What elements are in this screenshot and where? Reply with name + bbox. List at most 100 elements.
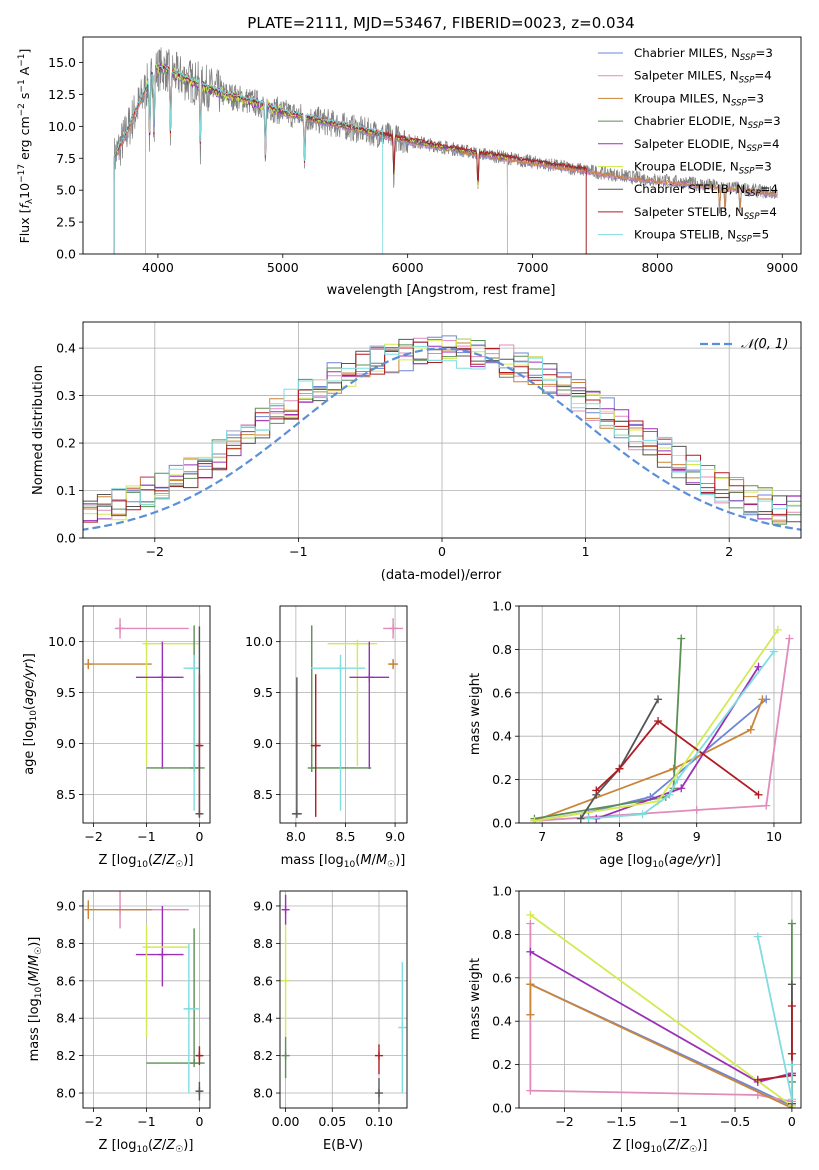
mass-vs-extinction-axes-plot [281,894,407,1105]
errorbar-point [281,1036,290,1079]
errorbar-point [281,894,290,925]
y-tick-label: 0.2 [492,772,512,787]
y-tick-label: 8.5 [253,787,273,802]
x-tick-label: 9 [693,829,701,844]
histogram-kroupa-stelib [83,345,801,522]
errorbar-point [84,900,152,920]
y-tick-label: 8.0 [253,1086,273,1101]
errorbar-point [383,618,404,639]
errorbar-point [388,658,399,670]
y-tick-label: 9.5 [253,685,273,700]
x-axis-label: (data-model)/error [381,568,502,583]
x-tick-label: 4000 [142,260,174,275]
errorbar-point [310,654,366,811]
spectrum-axes-frame [82,36,802,255]
y-tick-label: 12.5 [48,87,76,102]
y-tick-label: 0.6 [492,970,512,985]
mass-vs-extinction-axes-grid [280,891,407,1108]
x-tick-label: 8.5 [336,829,356,844]
mass-weight-vs-metallicity-axes-plot [526,910,796,1108]
x-tick-label: 6000 [392,260,424,275]
y-tick-label: 9.0 [56,736,76,751]
mass-weight-vs-metallicity-axes: −2 −1.5 −1 −0.5 0 0.0 0.2 0.4 0.6 0.8 1.0 Z [log10​… [468,884,802,1155]
x-tick-label: 0 [438,544,446,559]
residual-histogram-axes: −2 −1 0 1 2 0.0 0.1 0.2 0.3 0.4 (data-model)/error… [31,321,802,583]
y-tick-label: 10.0 [48,119,76,134]
mass-weight-vs-age-axes-plot [530,625,794,823]
age-vs-mass-axes: 8.0 8.5 9.0 8.5 9.0 9.5 10.0 mass [log10​(M/M☉​… [245,605,408,870]
x-tick-label: −2 [555,1114,573,1129]
y-tick-label: 8.6 [253,973,273,988]
y-tick-label: 0.8 [492,642,512,657]
y-tick-label: 10.0 [245,634,273,649]
age-vs-metallicity-axes-frame [82,605,211,824]
y-tick-label: 0.0 [56,247,76,262]
y-axis-label: mass weight [468,958,483,1040]
y-tick-label: 8.0 [56,1086,76,1101]
x-axis-label: wavelength [Angstrom, rest frame] [327,283,556,298]
y-tick-label: 8.6 [56,973,76,988]
x-tick-label: 7000 [517,260,549,275]
errorbar-point [195,1081,204,1101]
y-tick-label: 0.0 [492,816,512,831]
observed-spectrum-line [113,47,778,214]
errorbar-point [310,674,321,817]
errorbar-point [142,639,200,766]
x-tick-label: 8000 [641,260,673,275]
y-tick-label: 8.8 [253,936,273,951]
y-tick-label: 7.5 [56,151,76,166]
weight-line-chabrier-stelib [580,698,659,820]
y-tick-label: 8.8 [56,936,76,951]
errorbar-point [374,1044,383,1075]
spectrum-axes: 4000 5000 6000 7000 8000 9000 0.0 2.5 5.0 7.5 10.0… [17,14,802,298]
y-tick-label: 2.5 [56,215,76,230]
y-axis-label: mass weight [468,673,483,755]
y-tick-label: 8.4 [253,1011,273,1026]
x-axis-label: mass [log10​(M/M☉​)] [281,853,406,870]
errorbar-point [374,1078,383,1105]
legend-label: Salpeter ELODIE, NSSP=4 [634,137,779,154]
x-tick-label: 8.0 [286,829,306,844]
x-tick-label: 10 [766,829,782,844]
y-tick-label: 0.2 [56,436,76,451]
weight-line-chabrier-elodie [534,638,683,820]
y-axis-label: Normed distribution [31,365,46,495]
weight-line-salpeter-elodie [529,950,793,1083]
mass-weight-vs-age-axes-frame [518,605,802,824]
y-tick-label: 0.8 [492,927,512,942]
legend-label: Kroupa ELODIE, NSSP=3 [634,160,772,177]
x-tick-label: 5000 [267,260,299,275]
x-tick-label: 0 [195,1114,203,1129]
histogram-kroupa-miles [83,342,801,529]
x-tick-label: 8 [615,829,623,844]
errorbar-point [146,625,205,772]
y-tick-label: 0.0 [492,1101,512,1116]
weight-line-salpeter-miles [529,923,793,1103]
weight-line-kroupa-elodie [529,914,793,1107]
x-tick-label: 9.0 [385,829,405,844]
x-axis-label: age [log10​(age/yr)] [599,853,721,870]
y-tick-label: 0.4 [56,341,76,356]
errorbar-point [183,654,200,811]
errorbar-point [142,924,189,1037]
legend-label: Kroupa STELIB, NSSP=5 [634,228,769,245]
weight-line-salpeter-stelib [595,719,760,796]
errorbar-point [135,641,184,770]
legend-label: Salpeter STELIB, NSSP=4 [634,205,777,222]
legend-label: Salpeter MILES, NSSP=4 [634,69,772,86]
x-tick-label: 0.05 [318,1114,346,1129]
y-axis-label: mass [log10​(M/M☉​)] [27,937,44,1062]
normal-distribution-curve [83,347,801,531]
x-tick-label: 7 [538,829,546,844]
weight-line-salpeter-miles [534,638,791,822]
residual-histogram-axes-plot [83,335,801,532]
x-tick-label: −1 [137,1114,155,1129]
histogram-chabrier-miles [83,335,801,528]
x-axis-label: Z [log10​(Z/Z☉​)] [99,1138,194,1155]
histogram-chabrier-elodie [83,338,801,528]
errorbar-point [349,641,390,770]
model-spectrum-chabrier-elodie [145,63,508,254]
x-axis-label: Z [log10​(Z/Z☉​)] [99,853,194,870]
errorbar-point [195,1046,204,1065]
